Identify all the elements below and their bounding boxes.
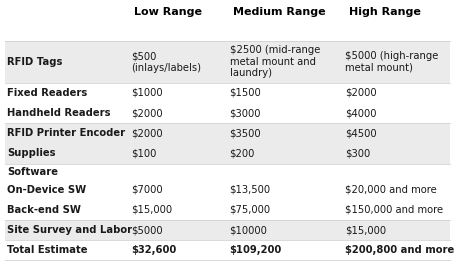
Text: $5000: $5000 (132, 225, 163, 235)
Text: $3500: $3500 (229, 128, 261, 138)
Text: $1000: $1000 (132, 88, 163, 98)
Text: Site Survey and Labor: Site Survey and Labor (7, 225, 132, 235)
Text: $109,200: $109,200 (229, 245, 282, 255)
FancyBboxPatch shape (4, 220, 450, 240)
Text: $200,800 and more: $200,800 and more (346, 245, 455, 255)
Text: $32,600: $32,600 (132, 245, 177, 255)
Text: $4000: $4000 (346, 108, 377, 118)
Text: $1500: $1500 (229, 88, 261, 98)
Text: $5000 (high-range
metal mount): $5000 (high-range metal mount) (346, 51, 439, 73)
FancyBboxPatch shape (4, 164, 450, 180)
FancyBboxPatch shape (4, 5, 450, 41)
Text: $300: $300 (346, 148, 371, 158)
Text: Back-end SW: Back-end SW (7, 205, 81, 215)
FancyBboxPatch shape (4, 240, 450, 260)
Text: $2000: $2000 (132, 108, 163, 118)
FancyBboxPatch shape (4, 83, 450, 103)
Text: $2500 (mid-range
metal mount and
laundry): $2500 (mid-range metal mount and laundry… (229, 45, 320, 78)
Text: Supplies: Supplies (7, 148, 55, 158)
Text: $3000: $3000 (229, 108, 261, 118)
Text: $4500: $4500 (346, 128, 377, 138)
Text: $7000: $7000 (132, 185, 163, 195)
Text: $100: $100 (132, 148, 157, 158)
Text: On-Device SW: On-Device SW (7, 185, 86, 195)
Text: $2000: $2000 (132, 128, 163, 138)
Text: RFID Printer Encoder: RFID Printer Encoder (7, 128, 125, 138)
Text: $200: $200 (229, 148, 255, 158)
Text: Software: Software (7, 166, 58, 177)
Text: $13,500: $13,500 (229, 185, 271, 195)
Text: Fixed Readers: Fixed Readers (7, 88, 87, 98)
Text: $10000: $10000 (229, 225, 267, 235)
FancyBboxPatch shape (4, 41, 450, 83)
Text: $150,000 and more: $150,000 and more (346, 205, 444, 215)
FancyBboxPatch shape (4, 123, 450, 143)
FancyBboxPatch shape (4, 103, 450, 123)
Text: RFID Tags: RFID Tags (7, 57, 62, 67)
Text: $2000: $2000 (346, 88, 377, 98)
FancyBboxPatch shape (4, 200, 450, 220)
Text: High Range: High Range (348, 7, 420, 17)
Text: $15,000: $15,000 (132, 205, 173, 215)
FancyBboxPatch shape (4, 143, 450, 164)
Text: Handheld Readers: Handheld Readers (7, 108, 110, 118)
Text: Low Range: Low Range (134, 7, 202, 17)
Text: $20,000 and more: $20,000 and more (346, 185, 437, 195)
Text: $75,000: $75,000 (229, 205, 271, 215)
FancyBboxPatch shape (4, 180, 450, 200)
Text: Total Estimate: Total Estimate (7, 245, 87, 255)
Text: $500
(inlays/labels): $500 (inlays/labels) (132, 51, 201, 73)
Text: Medium Range: Medium Range (233, 7, 326, 17)
Text: $15,000: $15,000 (346, 225, 387, 235)
